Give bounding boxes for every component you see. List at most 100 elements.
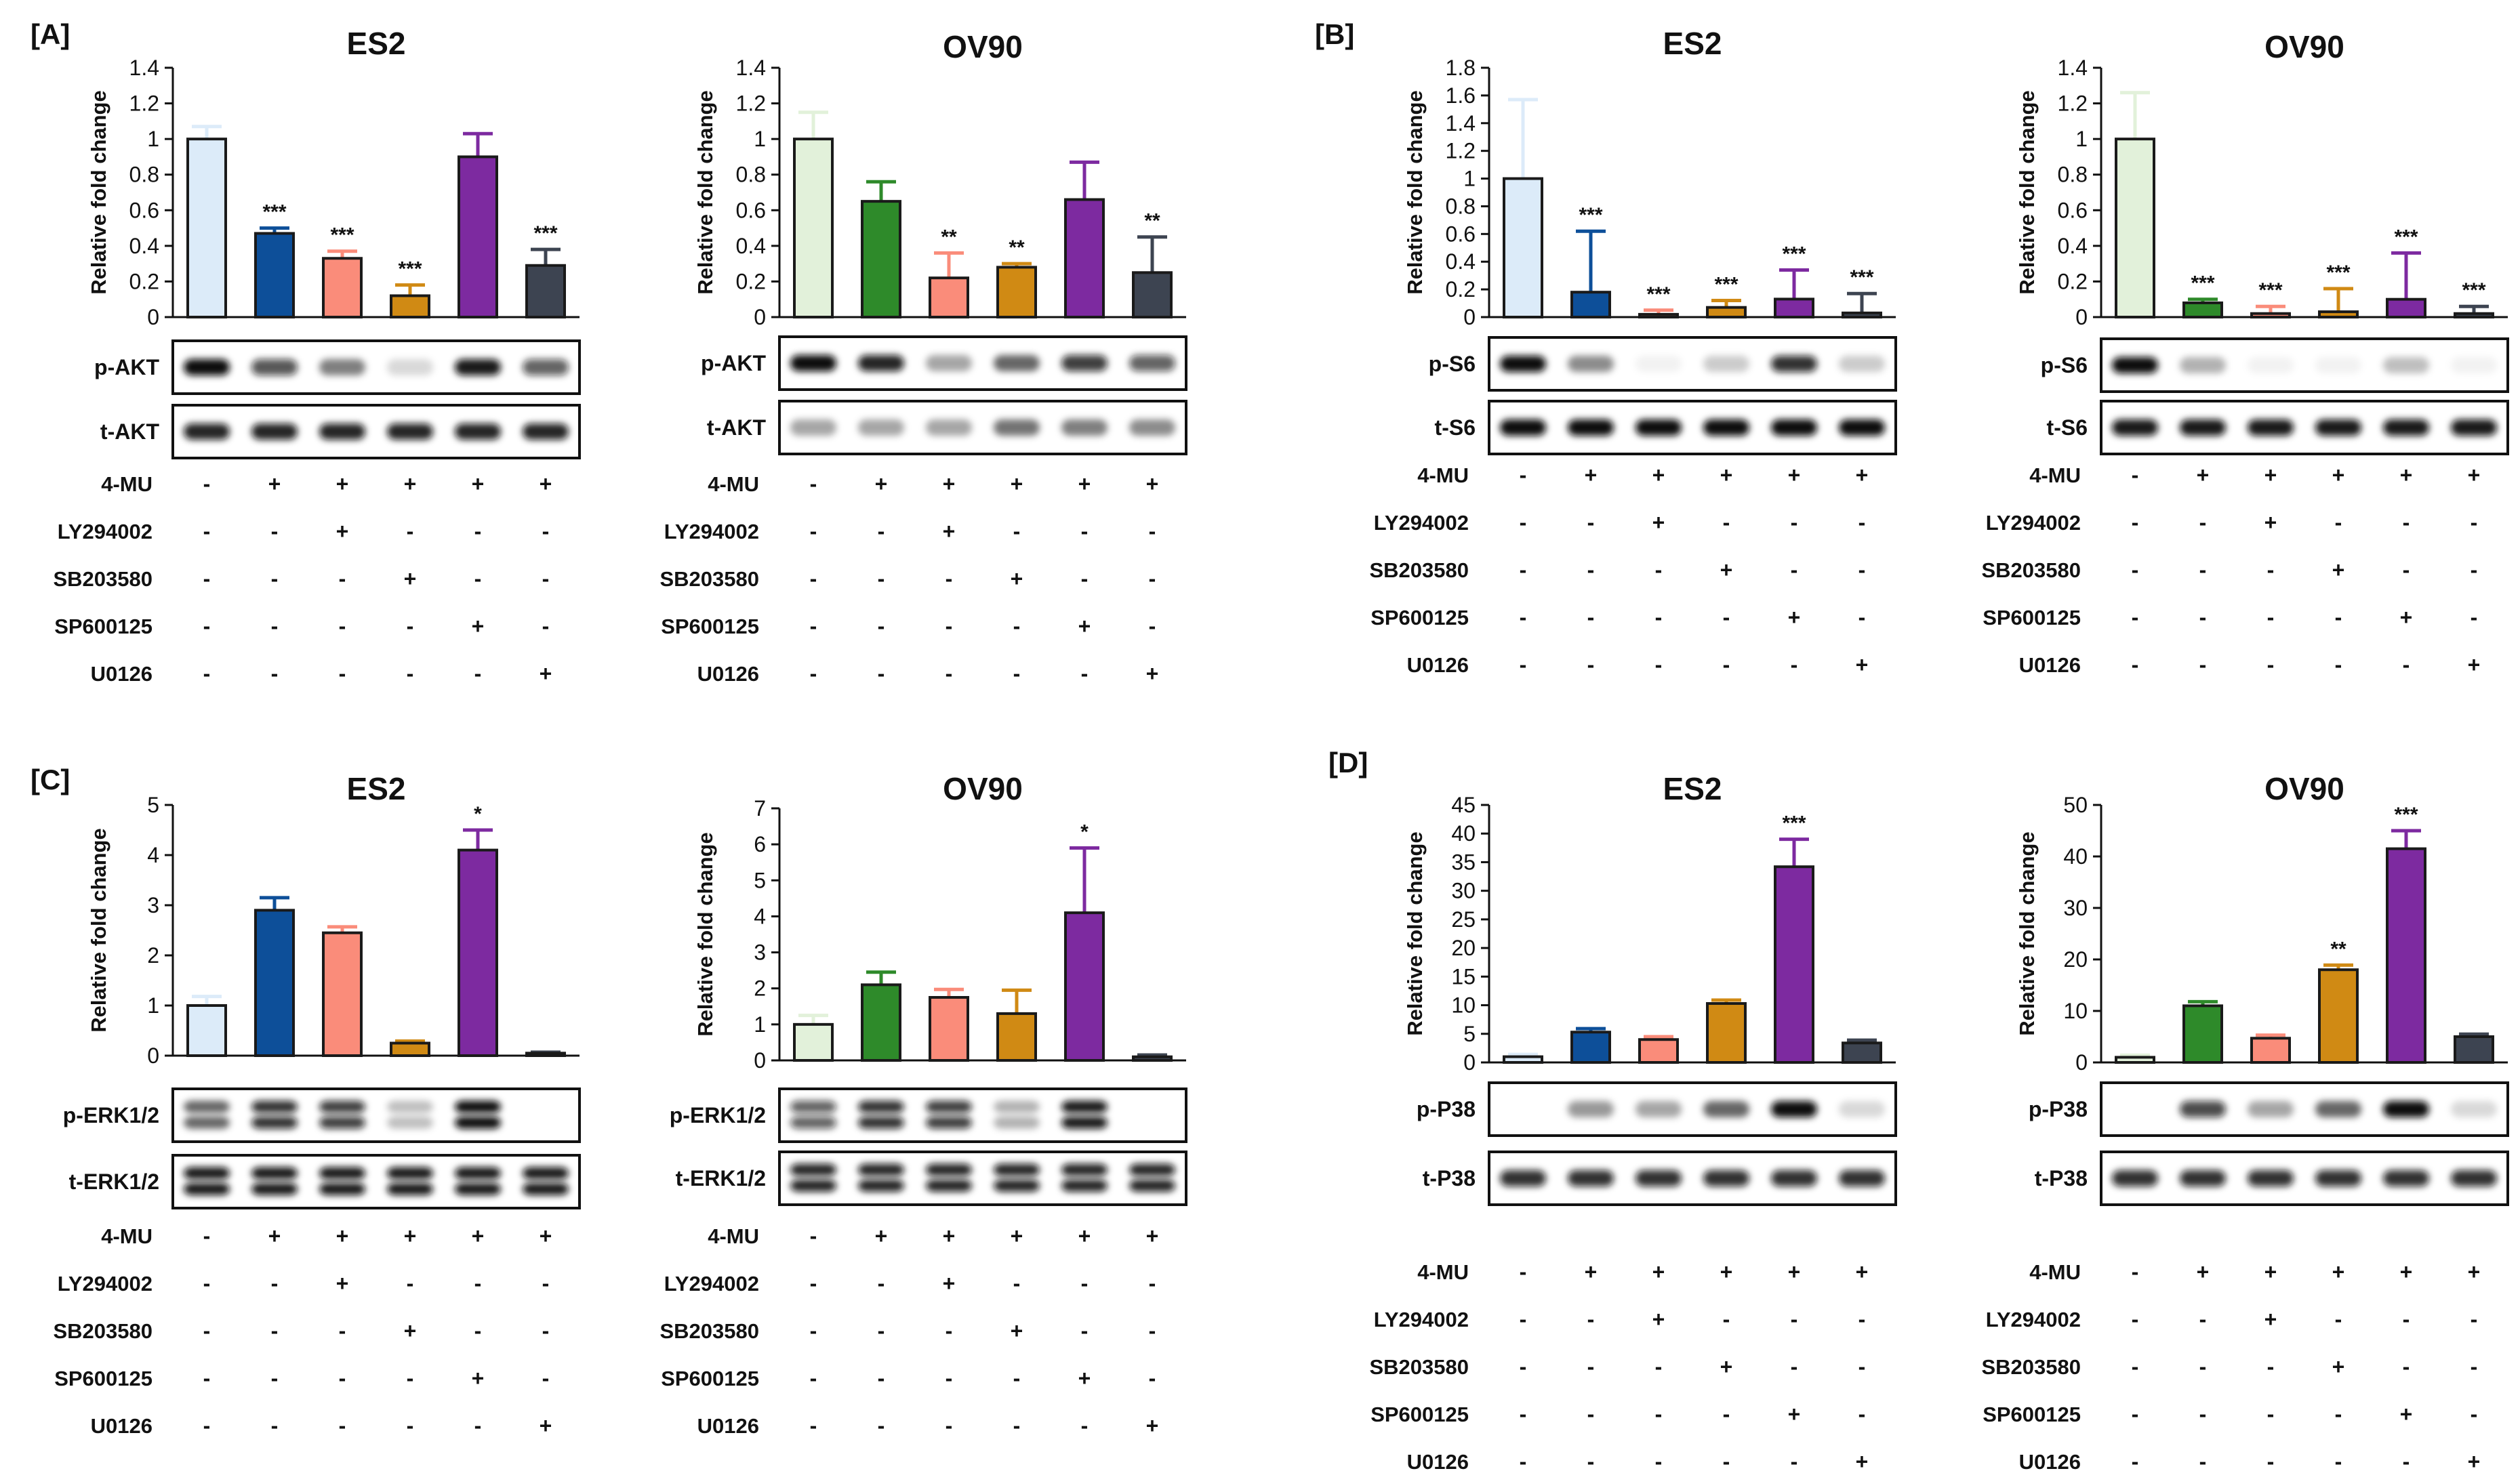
blot-band xyxy=(184,359,230,375)
blot-box xyxy=(2100,1081,2509,1137)
blot-band xyxy=(858,355,904,371)
treatment-label: SB203580 xyxy=(53,1319,153,1343)
blot-box xyxy=(171,1087,581,1143)
blot-band xyxy=(184,1116,230,1129)
treatment-marker: - xyxy=(271,1319,279,1343)
treatment-marker: - xyxy=(810,472,817,496)
blot-band xyxy=(1061,1179,1107,1192)
treatment-marker: - xyxy=(1081,1319,1089,1343)
treatment-marker: - xyxy=(542,614,550,638)
y-tick-label: 1.8 xyxy=(1446,56,1476,80)
treatment-marker: - xyxy=(474,519,482,543)
panel-label: [B] xyxy=(1315,18,1354,50)
y-tick-label: 6 xyxy=(754,832,766,856)
bar xyxy=(254,909,295,1058)
bar xyxy=(2386,847,2426,1064)
blot-band xyxy=(1635,1101,1682,1117)
treatment-marker: + xyxy=(336,472,349,496)
treatment-marker: + xyxy=(336,1224,349,1248)
significance-marker: *** xyxy=(262,201,286,224)
blot-band xyxy=(2248,1101,2294,1117)
treatment-marker: + xyxy=(1011,1224,1023,1248)
treatment-marker: + xyxy=(2400,1260,2413,1284)
treatment-marker: - xyxy=(2403,1307,2410,1331)
treatment-marker: + xyxy=(2197,1260,2210,1284)
blot-band xyxy=(2451,1170,2497,1186)
y-tick-label: 0.6 xyxy=(736,198,766,222)
treatment-marker: - xyxy=(1149,519,1156,543)
treatment-marker: - xyxy=(1858,1402,1866,1426)
chart-title: OV90 xyxy=(2264,771,2344,806)
treatment-marker: + xyxy=(1652,463,1665,487)
treatment-marker: - xyxy=(946,1413,953,1438)
blot-band xyxy=(1771,1170,1817,1186)
treatment-marker: - xyxy=(878,1366,885,1390)
y-tick-label: 0.2 xyxy=(129,269,159,293)
blot-band xyxy=(994,1163,1040,1176)
treatment-marker: - xyxy=(1791,652,1798,677)
significance-marker: ** xyxy=(1144,210,1160,232)
blot-band xyxy=(926,1100,972,1113)
blot-box xyxy=(2100,400,2509,455)
bar xyxy=(1706,1002,1747,1064)
treatment-label: LY294002 xyxy=(664,520,759,543)
treatment-marker: - xyxy=(810,661,817,686)
treatment-label: U0126 xyxy=(1407,653,1469,677)
treatment-label: LY294002 xyxy=(1986,1308,2081,1331)
treatment-marker: - xyxy=(542,1366,550,1390)
blot-band xyxy=(1500,419,1546,436)
blot-band xyxy=(1839,1101,1885,1117)
treatment-marker: - xyxy=(407,614,414,638)
blot-band xyxy=(387,1167,433,1180)
treatment-marker: + xyxy=(875,472,888,496)
treatment-marker: - xyxy=(1520,1260,1527,1284)
treatment-marker: + xyxy=(2264,463,2277,487)
bar xyxy=(1570,1031,1611,1064)
treatment-marker: - xyxy=(2199,1307,2207,1331)
blot-band xyxy=(2112,419,2158,436)
treatment-marker: - xyxy=(810,566,817,591)
treatment-marker: + xyxy=(2264,1307,2277,1331)
blot-band xyxy=(1771,356,1817,372)
treatment-marker: - xyxy=(1013,519,1021,543)
blot-band xyxy=(251,1100,298,1113)
treatment-marker: + xyxy=(943,519,956,543)
treatment-marker: - xyxy=(2132,1260,2139,1284)
bar xyxy=(2318,968,2359,1064)
treatment-marker: - xyxy=(1858,1307,1866,1331)
blot-band xyxy=(994,1100,1040,1113)
treatment-marker: + xyxy=(2197,463,2210,487)
blot-band xyxy=(2383,419,2429,436)
blot-band xyxy=(2451,357,2497,373)
treatment-marker: - xyxy=(2403,558,2410,582)
treatment-marker: + xyxy=(1585,463,1598,487)
blot-band xyxy=(184,1100,230,1113)
chart-title: OV90 xyxy=(2264,29,2344,64)
bar xyxy=(861,983,901,1062)
treatment-marker: + xyxy=(2468,463,2481,487)
blot-band xyxy=(2383,1101,2429,1117)
treatment-label: SP600125 xyxy=(1370,1403,1469,1426)
treatment-label: SB203580 xyxy=(1981,1355,2081,1379)
blot-band xyxy=(2180,1101,2226,1117)
treatment-marker: + xyxy=(268,1224,281,1248)
treatment-marker: + xyxy=(472,1366,485,1390)
blot-band xyxy=(790,1100,836,1113)
chart-panel: OV90 Relative fold change 0 1 2 3 4 5 6 7 * p-ERK1/… xyxy=(659,771,1187,1438)
treatment-label: LY294002 xyxy=(664,1272,759,1296)
y-axis-label: Relative fold change xyxy=(1403,831,1427,1035)
blot-label: p-P38 xyxy=(1417,1097,1476,1121)
treatment-marker: - xyxy=(1791,1307,1798,1331)
significance-marker: *** xyxy=(2394,804,2418,826)
treatment-marker: + xyxy=(336,519,349,543)
y-axis-label: Relative fold change xyxy=(693,90,717,294)
treatment-marker: - xyxy=(407,661,414,686)
y-tick-label: 0 xyxy=(1463,1050,1476,1075)
blot-band xyxy=(790,1163,836,1176)
blot-band xyxy=(523,1182,569,1195)
treatment-marker: - xyxy=(203,1224,211,1248)
treatment-label: 4-MU xyxy=(2029,463,2081,487)
treatment-marker: - xyxy=(878,614,885,638)
significance-marker: *** xyxy=(2191,272,2214,295)
blot-label: t-P38 xyxy=(2035,1166,2088,1190)
